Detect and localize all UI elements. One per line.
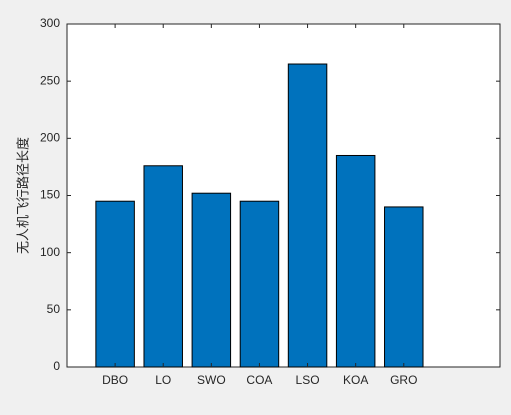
y-tick-label: 50 — [47, 302, 61, 316]
x-tick-label: LSO — [296, 373, 320, 387]
y-tick-label: 250 — [40, 73, 60, 87]
y-tick-label: 100 — [40, 245, 60, 259]
bar-dbo — [95, 200, 135, 368]
y-tick-label: 0 — [53, 359, 60, 373]
x-tick-label: SWO — [197, 373, 226, 387]
x-tick-label: DBO — [102, 373, 128, 387]
y-tick-label: 150 — [40, 188, 60, 202]
y-tick-label: 300 — [40, 16, 60, 30]
bar-lo — [143, 165, 183, 368]
y-tick-label: 200 — [40, 131, 60, 145]
y-axis: 0 50 100 150 200 250 300 — [40, 16, 500, 373]
plot-area — [66, 23, 501, 368]
x-axis: DBO LO SWO COA LSO KOA GRO — [102, 24, 417, 387]
x-tick-label: COA — [246, 373, 272, 387]
x-tick-label: KOA — [343, 373, 368, 387]
bar-lso — [287, 63, 328, 368]
bar-gro — [384, 206, 424, 368]
bars-layer — [95, 63, 424, 368]
bar-swo — [191, 192, 232, 368]
y-axis-label: 无人机飞行路径长度 — [16, 137, 32, 254]
x-tick-label: LO — [155, 373, 171, 387]
bar-koa — [335, 154, 376, 368]
x-tick-label: GRO — [390, 373, 417, 387]
bar-coa — [239, 200, 280, 368]
